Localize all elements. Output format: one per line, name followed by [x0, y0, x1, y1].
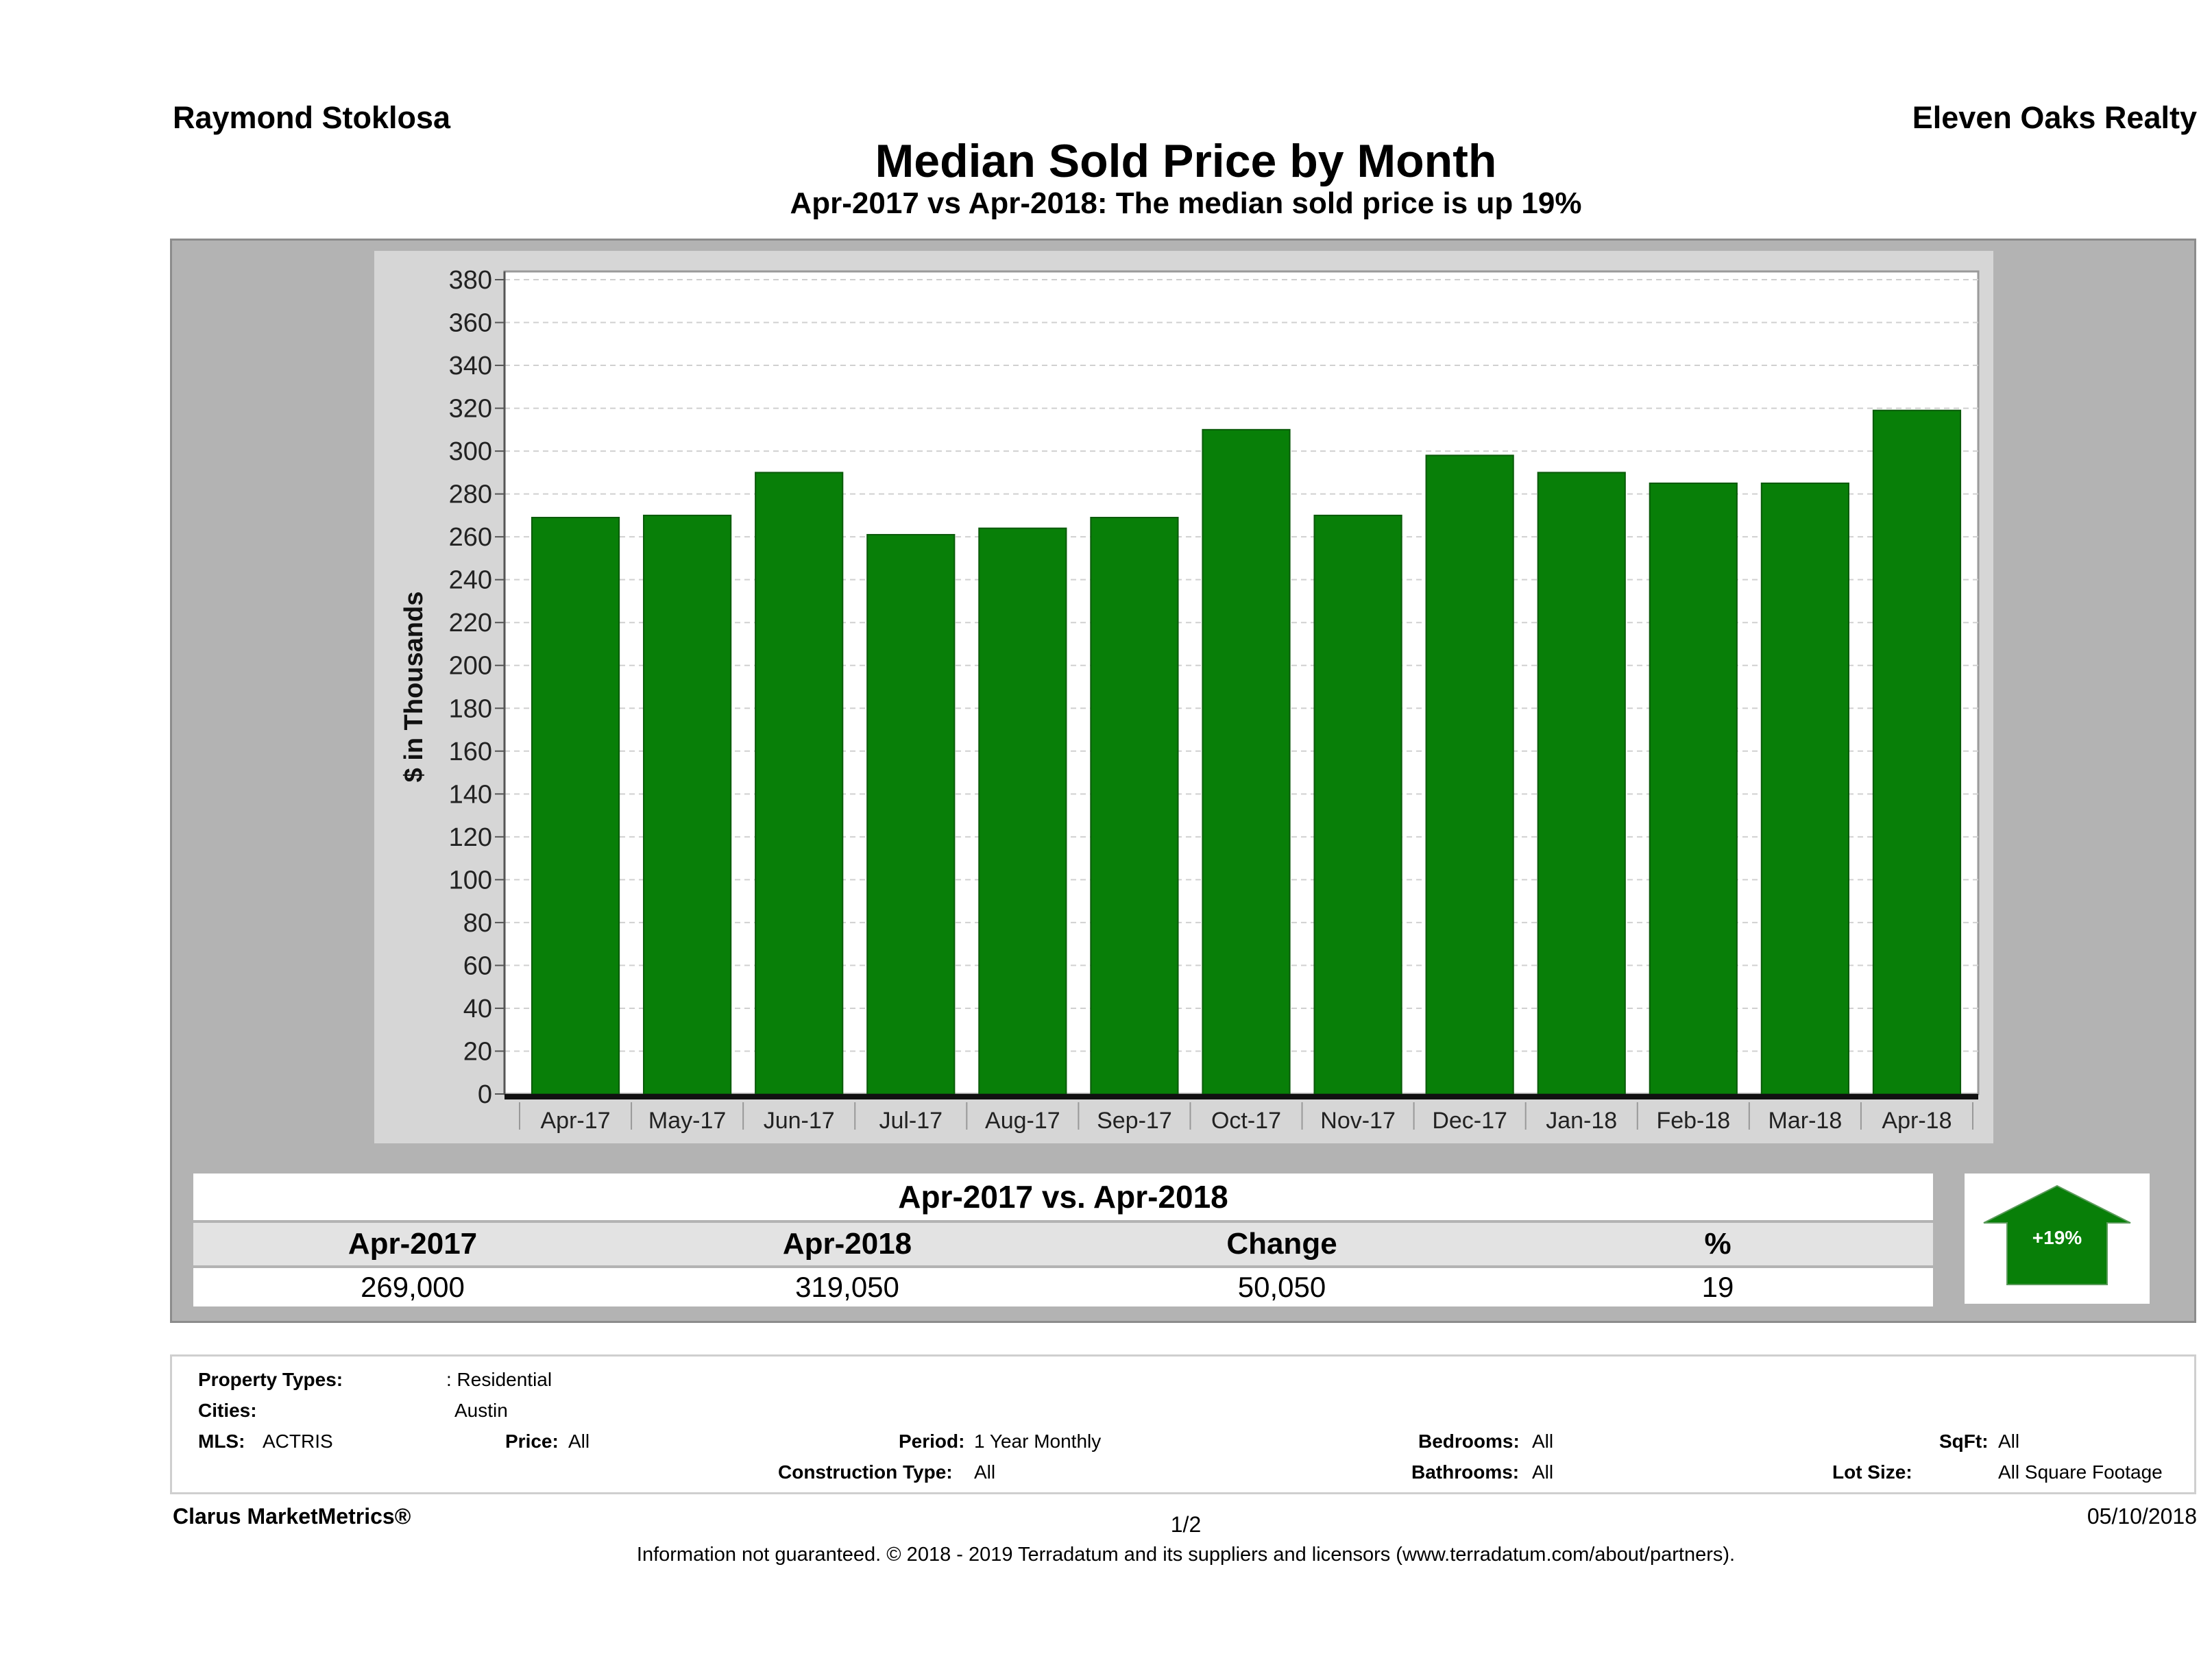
filter-value: All [568, 1431, 590, 1452]
bar-chart: 0 20 40 60 80 100 120 140 160 180 200 220 240 260 280 3… [400, 266, 1980, 1134]
filter-value: ACTRIS [263, 1431, 333, 1452]
page-number: 1/2 [1170, 1512, 1202, 1537]
filter-value: 1 Year Monthly [974, 1431, 1102, 1452]
filter-value: All [1532, 1431, 1554, 1452]
filter-label: MLS: [198, 1431, 245, 1452]
y-tick-label: 280 [449, 481, 492, 509]
y-axis-label: $ in Thousands [400, 592, 428, 783]
summary-value-cell: 19 [1701, 1271, 1734, 1303]
y-tick-label: 340 [449, 352, 492, 380]
filter-label: Bathrooms: [1411, 1461, 1520, 1483]
y-tick-label: 360 [449, 309, 492, 338]
filter-value: All Square Footage [1998, 1461, 2163, 1483]
bar [531, 517, 620, 1095]
x-tick-label: Mar-18 [1769, 1108, 1843, 1134]
y-tick-label: 380 [449, 266, 492, 295]
y-tick-label: 120 [449, 823, 492, 852]
summary-header-cell: Change [1226, 1227, 1337, 1261]
x-tick-label: Apr-18 [1882, 1108, 1952, 1134]
bar [1872, 409, 1962, 1095]
footer-brand: Clarus MarketMetrics® [173, 1504, 411, 1529]
x-tick-label: May-17 [648, 1108, 726, 1134]
y-tick-label: 40 [463, 995, 492, 1023]
filter-value: All [1998, 1431, 2020, 1452]
filter-label: Price: [505, 1431, 559, 1452]
bar [1313, 514, 1402, 1095]
change-badge [1965, 1174, 2150, 1304]
filter-label: Bedrooms: [1418, 1431, 1520, 1452]
filter-value: : Residential [446, 1369, 552, 1390]
summary-header-cell: Apr-2018 [782, 1227, 912, 1261]
y-tick-label: 180 [449, 694, 492, 723]
x-tick-label: Aug-17 [985, 1108, 1060, 1134]
y-tick-label: 320 [449, 395, 492, 424]
x-tick-label: Sep-17 [1097, 1108, 1172, 1134]
bar [1760, 483, 1849, 1095]
y-tick-label: 260 [449, 523, 492, 552]
bar [1537, 472, 1626, 1095]
x-tick-label: Dec-17 [1432, 1108, 1507, 1134]
x-tick-label: Nov-17 [1320, 1108, 1396, 1134]
summary-title: Apr-2017 vs. Apr-2018 [193, 1174, 1933, 1220]
filter-value: All [1532, 1461, 1554, 1483]
y-tick-label: 80 [463, 909, 492, 938]
filter-value: All [974, 1461, 996, 1483]
change-badge-label: +19% [2032, 1227, 2082, 1248]
chart-panel: 0 20 40 60 80 100 120 140 160 180 200 220 240 260 280 3… [374, 251, 1993, 1143]
bar [978, 527, 1067, 1095]
filter-label: Property Types: [198, 1369, 343, 1390]
disclaimer: Information not guaranteed. © 2018 - 201… [636, 1544, 1736, 1566]
bar [866, 534, 956, 1095]
y-tick-label: 140 [449, 780, 492, 809]
x-tick-label: Jun-17 [764, 1108, 835, 1134]
up-arrow-icon [1983, 1184, 2131, 1285]
agent-name: Raymond Stoklosa [173, 100, 451, 135]
x-tick-label: Feb-18 [1656, 1108, 1730, 1134]
bar [643, 514, 732, 1095]
summary-header-cell: % [1704, 1227, 1731, 1261]
bar [1202, 428, 1291, 1095]
y-tick-label: 60 [463, 951, 492, 980]
filter-label: Construction Type: [778, 1461, 953, 1483]
summary-header-row: Apr-2017 Apr-2018 Change % [193, 1223, 1933, 1265]
summary-value-row: 269,000 319,050 50,050 19 [193, 1268, 1933, 1306]
filter-value: Austin [454, 1400, 508, 1421]
summary-value-cell: 319,050 [795, 1271, 899, 1303]
y-tick-label: 0 [478, 1080, 492, 1109]
bar [1425, 454, 1514, 1095]
y-tick-label: 20 [463, 1037, 492, 1066]
summary-value-cell: 269,000 [361, 1271, 465, 1303]
y-tick-label: 100 [449, 866, 492, 895]
y-tick-label: 300 [449, 437, 492, 466]
x-tick-label: Jan-18 [1546, 1108, 1617, 1134]
summary-value-cell: 50,050 [1237, 1271, 1326, 1303]
x-tick-label: Oct-17 [1211, 1108, 1281, 1134]
filter-panel: Property Types: : Residential Cities: Au… [170, 1354, 2196, 1494]
y-tick-label: 160 [449, 738, 492, 766]
y-tick-label: 220 [449, 609, 492, 637]
report-title: Median Sold Price by Month [875, 135, 1497, 187]
filter-label: SqFt: [1939, 1431, 1989, 1452]
bar [755, 472, 844, 1095]
filter-label: Period: [899, 1431, 965, 1452]
bar [1090, 517, 1179, 1095]
report-subtitle: Apr-2017 vs Apr-2018: The median sold pr… [790, 186, 1582, 220]
x-tick-label: Jul-17 [879, 1108, 943, 1134]
broker-name: Eleven Oaks Realty [1912, 100, 2197, 135]
summary-header-cell: Apr-2017 [348, 1227, 478, 1261]
filter-label: Cities: [198, 1400, 257, 1421]
filter-label: Lot Size: [1832, 1461, 1912, 1483]
report-date: 05/10/2018 [2087, 1504, 2197, 1529]
y-tick-label: 240 [449, 566, 492, 595]
x-tick-label: Apr-17 [541, 1108, 611, 1134]
bar [1649, 483, 1738, 1095]
y-tick-label: 200 [449, 652, 492, 681]
